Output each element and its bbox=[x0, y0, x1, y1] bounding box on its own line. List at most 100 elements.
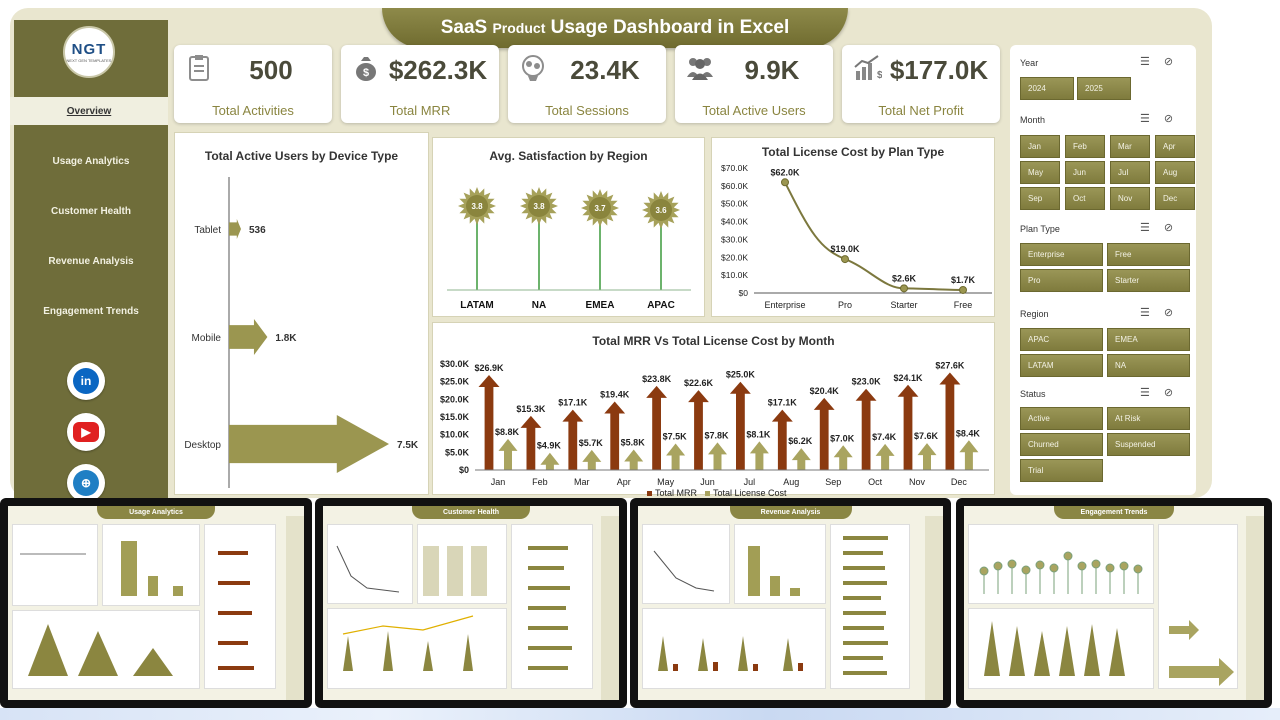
slicer-year-option[interactable]: 2024 bbox=[1020, 77, 1074, 100]
slicer-status-option[interactable]: Suspended bbox=[1107, 433, 1190, 456]
slicer-plan-controls: ☰⊘ bbox=[1140, 221, 1187, 234]
device-data-label: 536 bbox=[249, 225, 266, 236]
mrr-data-label: $17.1K bbox=[558, 398, 588, 408]
license-bar bbox=[498, 438, 518, 470]
license-bar bbox=[582, 449, 602, 470]
thumbnail-customer-health[interactable]: Customer Health bbox=[315, 498, 627, 708]
thumb-slicers bbox=[286, 516, 304, 700]
slicer-month-option[interactable]: Feb bbox=[1065, 135, 1105, 158]
region-data-label: 3.7 bbox=[594, 204, 606, 213]
clear-filter-icon[interactable]: ⊘ bbox=[1163, 222, 1188, 234]
slicer-month-option[interactable]: Apr bbox=[1155, 135, 1195, 158]
plan-y-tick: $0 bbox=[739, 288, 749, 298]
slicer-region-title: Region bbox=[1020, 309, 1049, 319]
month-category-label: Jul bbox=[744, 477, 756, 487]
device-bar bbox=[229, 319, 268, 355]
license-data-label: $7.4K bbox=[872, 432, 897, 442]
license-bar bbox=[540, 452, 560, 470]
plan-point bbox=[900, 284, 908, 293]
slicer-region-option[interactable]: APAC bbox=[1020, 328, 1103, 351]
month-y-tick: $25.0K bbox=[440, 377, 470, 387]
clear-filter-icon[interactable]: ⊘ bbox=[1163, 113, 1188, 125]
month-category-label: Aug bbox=[783, 477, 799, 487]
license-data-label: $5.7K bbox=[579, 438, 604, 448]
linkedin-button[interactable]: in bbox=[67, 362, 105, 400]
slicer-plan-option[interactable]: Starter bbox=[1107, 269, 1190, 292]
slicer-month-option[interactable]: Dec bbox=[1155, 187, 1195, 210]
slicer-month-option[interactable]: Jan bbox=[1020, 135, 1060, 158]
kpi-value: 9.9K bbox=[744, 55, 800, 85]
slicer-status-option[interactable]: Trial bbox=[1020, 459, 1103, 482]
slicer-month-option[interactable]: Oct bbox=[1065, 187, 1105, 210]
license-data-label: $5.8K bbox=[621, 438, 646, 448]
website-button[interactable]: ⊕ bbox=[67, 464, 105, 502]
nav-overview[interactable]: Overview bbox=[10, 97, 168, 125]
device-category-label: Desktop bbox=[184, 440, 221, 451]
kpi-card-total-net-profit: $ $177.0K Total Net Profit bbox=[842, 45, 1000, 123]
plan-y-tick: $50.0K bbox=[721, 199, 748, 209]
bottom-strip bbox=[0, 708, 1280, 720]
multi-select-icon[interactable]: ☰ bbox=[1140, 56, 1164, 68]
slicer-status-option[interactable]: Churned bbox=[1020, 433, 1103, 456]
thumb-chart bbox=[642, 524, 730, 604]
slicer-month-option[interactable]: Sep bbox=[1020, 187, 1060, 210]
thumbnail-usage-analytics[interactable]: Usage Analytics bbox=[0, 498, 312, 708]
plan-category-label: Free bbox=[954, 300, 973, 310]
thumb-graphics bbox=[336, 545, 572, 671]
nav-revenue-analysis[interactable]: Revenue Analysis bbox=[48, 255, 134, 267]
slicer-month-option[interactable]: Mar bbox=[1110, 135, 1150, 158]
slicer-month-option[interactable]: May bbox=[1020, 161, 1060, 184]
thumb-graphics bbox=[979, 551, 1234, 686]
youtube-button[interactable]: ▶ bbox=[67, 413, 105, 451]
device-data-label: 7.5K bbox=[397, 440, 419, 451]
plan-category-label: Enterprise bbox=[764, 300, 805, 310]
nav-engagement-trends[interactable]: Engagement Trends bbox=[43, 305, 139, 317]
slicer-month-option[interactable]: Jun bbox=[1065, 161, 1105, 184]
plan-data-label: $62.0K bbox=[770, 167, 800, 177]
dashboard-title: SaaS Product Usage Dashboard in Excel bbox=[382, 8, 848, 48]
clear-filter-icon[interactable]: ⊘ bbox=[1163, 387, 1188, 399]
mrr-bar bbox=[646, 385, 667, 470]
slicer-region-controls: ☰⊘ bbox=[1140, 306, 1187, 319]
svg-text:$: $ bbox=[363, 67, 369, 79]
plan-point bbox=[781, 178, 789, 187]
thumbnail-engagement-trends[interactable]: Engagement Trends bbox=[956, 498, 1272, 708]
slicer-plan-option[interactable]: Pro bbox=[1020, 269, 1103, 292]
slicer-region-option[interactable]: NA bbox=[1107, 354, 1190, 377]
mrr-bar bbox=[813, 397, 835, 470]
nav-usage-analytics[interactable]: Usage Analytics bbox=[52, 155, 130, 167]
slicer-region-option[interactable]: LATAM bbox=[1020, 354, 1103, 377]
plan-y-tick: $10.0K bbox=[721, 270, 748, 280]
kpi-value: 500 bbox=[249, 55, 293, 85]
slicer-month-option[interactable]: Aug bbox=[1155, 161, 1195, 184]
multi-select-icon[interactable]: ☰ bbox=[1140, 307, 1164, 319]
thumbnail-screen: Revenue Analysis bbox=[638, 506, 943, 700]
slicer-plan-option[interactable]: Free bbox=[1107, 243, 1190, 266]
thumbnail-title: Revenue Analysis bbox=[729, 506, 852, 519]
legend-license-swatch bbox=[705, 491, 710, 496]
clear-filter-icon[interactable]: ⊘ bbox=[1163, 56, 1188, 68]
slicer-plan-option[interactable]: Enterprise bbox=[1020, 243, 1103, 266]
license-bar bbox=[624, 449, 644, 470]
slicer-month-option[interactable]: Nov bbox=[1110, 187, 1150, 210]
nav-customer-health[interactable]: Customer Health bbox=[50, 205, 131, 217]
chart-mrr-vs-license-cost: Total MRR Vs Total License Cost by Month… bbox=[432, 322, 995, 496]
multi-select-icon[interactable]: ☰ bbox=[1140, 222, 1164, 234]
mrr-bar bbox=[897, 384, 919, 470]
device-bar bbox=[229, 415, 389, 473]
thumbnail-title: Customer Health bbox=[411, 506, 531, 519]
slicer-year-option[interactable]: 2025 bbox=[1077, 77, 1131, 100]
company-logo: NGT NEXT GEN TEMPLATES bbox=[63, 26, 115, 78]
clear-filter-icon[interactable]: ⊘ bbox=[1163, 307, 1188, 319]
multi-select-icon[interactable]: ☰ bbox=[1140, 387, 1164, 399]
slicer-region-option[interactable]: EMEA bbox=[1107, 328, 1190, 351]
slicer-month-option[interactable]: Jul bbox=[1110, 161, 1150, 184]
thumbnail-revenue-analysis[interactable]: Revenue Analysis bbox=[630, 498, 951, 708]
multi-select-icon[interactable]: ☰ bbox=[1140, 113, 1164, 125]
plan-y-tick: $20.0K bbox=[721, 252, 748, 262]
slicer-status-option[interactable]: Active bbox=[1020, 407, 1103, 430]
region-category-label: LATAM bbox=[460, 300, 494, 311]
month-chart-svg: $30.0K $25.0K $20.0K $15.0K $10.0K $5.0K $0 $26… bbox=[440, 359, 989, 496]
slicer-status-option[interactable]: At Risk bbox=[1107, 407, 1190, 430]
mrr-bar bbox=[939, 372, 961, 470]
